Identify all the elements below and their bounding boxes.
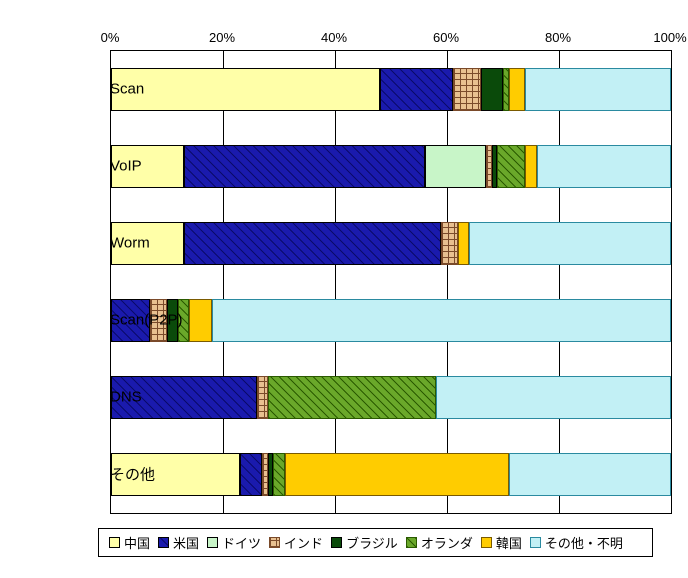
gridline — [447, 51, 448, 513]
plot-area — [110, 50, 672, 514]
bar-segment — [509, 453, 671, 496]
x-axis-tick-label: 40% — [321, 30, 347, 45]
bar-segment — [189, 299, 211, 342]
gridline — [223, 51, 224, 513]
bar-row — [111, 453, 671, 496]
bar-row — [111, 222, 671, 265]
bar-segment — [184, 222, 442, 265]
stacked-bar-chart: 0% 20% 40% 60% 80% 100% Scan VoIP Worm Scan(P2P) D… — [0, 0, 688, 578]
bar-segment — [497, 145, 525, 188]
category-label: VoIP — [110, 157, 120, 174]
bar-segment — [537, 145, 671, 188]
bar-segment — [469, 222, 671, 265]
x-axis-tick-label: 0% — [101, 30, 120, 45]
bar-segment — [525, 68, 671, 111]
bar-row — [111, 299, 671, 342]
legend-item: 米国 — [158, 533, 199, 552]
gridline — [559, 51, 560, 513]
bar-segment — [184, 145, 425, 188]
legend-label: ブラジル — [346, 533, 398, 552]
legend-label: 韓国 — [496, 533, 522, 552]
bar-segment — [509, 68, 526, 111]
legend-item: インド — [269, 533, 323, 552]
bar-row — [111, 376, 671, 419]
x-axis-tick-label: 20% — [209, 30, 235, 45]
bar-segment — [285, 453, 509, 496]
bar-segment — [453, 68, 481, 111]
legend-swatch — [158, 537, 169, 548]
gridline — [335, 51, 336, 513]
legend: 中国 米国 ドイツ インド ブラジル オランダ 韓国 その他・不明 — [98, 528, 653, 557]
bar-row — [111, 145, 671, 188]
bar-segment — [425, 145, 487, 188]
legend-swatch — [331, 537, 342, 548]
category-label: その他 — [110, 463, 120, 484]
bar-segment — [212, 299, 671, 342]
bar-segment — [273, 453, 284, 496]
category-label: DNS — [110, 388, 120, 405]
x-axis-tick-label: 80% — [545, 30, 571, 45]
bar-segment — [481, 68, 503, 111]
legend-swatch — [207, 537, 218, 548]
legend-label: 米国 — [173, 533, 199, 552]
bar-segment — [268, 376, 436, 419]
x-axis-tick — [111, 50, 112, 51]
legend-swatch — [109, 537, 120, 548]
legend-item: ドイツ — [207, 533, 261, 552]
bar-segment — [436, 376, 671, 419]
legend-label: オランダ — [421, 533, 473, 552]
legend-swatch — [269, 537, 280, 548]
legend-label: その他・不明 — [545, 533, 623, 552]
legend-label: ドイツ — [222, 533, 261, 552]
legend-label: インド — [284, 533, 323, 552]
category-label: Scan(P2P) — [110, 311, 120, 328]
bar-row — [111, 68, 671, 111]
legend-item: オランダ — [406, 533, 473, 552]
legend-item: 韓国 — [481, 533, 522, 552]
legend-swatch — [406, 537, 417, 548]
x-axis-tick — [671, 50, 672, 51]
category-label: Worm — [110, 234, 120, 251]
bar-segment — [240, 453, 262, 496]
bar-segment — [257, 376, 268, 419]
bar-segment — [111, 68, 380, 111]
legend-item: ブラジル — [331, 533, 398, 552]
bar-segment — [525, 145, 536, 188]
legend-item: 中国 — [109, 533, 150, 552]
legend-swatch — [481, 537, 492, 548]
bar-segment — [380, 68, 453, 111]
x-axis-tick-label: 60% — [433, 30, 459, 45]
legend-swatch — [530, 537, 541, 548]
x-axis-tick-label: 100% — [653, 30, 686, 45]
category-label: Scan — [110, 80, 120, 97]
bar-segment — [441, 222, 458, 265]
legend-item: その他・不明 — [530, 533, 623, 552]
bar-segment — [458, 222, 469, 265]
legend-label: 中国 — [124, 533, 150, 552]
